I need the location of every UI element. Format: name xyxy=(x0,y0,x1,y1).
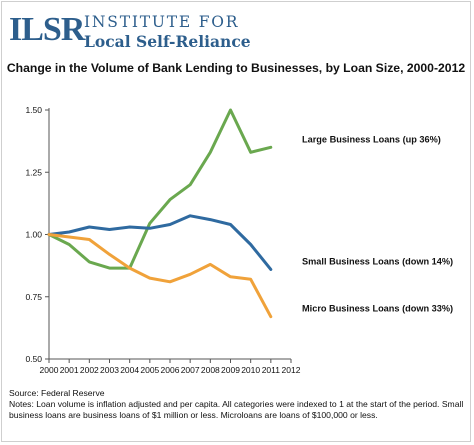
x-tick-label: 2002 xyxy=(80,365,99,375)
series-label-2: Small Business Loans (down 14%) xyxy=(302,256,453,266)
series-line-2 xyxy=(47,214,273,271)
x-tick-label: 2008 xyxy=(201,365,220,375)
x-tick-label: 2005 xyxy=(140,365,159,375)
x-tick-label: 2012 xyxy=(282,365,301,375)
series-label-1: Large Business Loans (up 36%) xyxy=(302,134,441,144)
y-tick-label: 1.00 xyxy=(25,230,42,240)
notes-line-1: Notes: Loan volume is inflation adjusted… xyxy=(9,399,464,409)
y-tick-label: 1.50 xyxy=(25,105,42,115)
x-tick-label: 2003 xyxy=(100,365,119,375)
x-tick-label: 2011 xyxy=(262,365,281,375)
series-line-1 xyxy=(47,108,273,270)
y-tick-label: 0.75 xyxy=(25,292,42,302)
chart-notes: Source: Federal Reserve Notes: Loan volu… xyxy=(9,388,469,421)
x-tick-label: 2004 xyxy=(120,365,139,375)
x-tick-label: 2006 xyxy=(161,365,180,375)
source-note: Source: Federal Reserve xyxy=(9,388,105,398)
org-name: INSTITUTE FOR Local Self-Reliance xyxy=(84,12,251,52)
y-tick-label: 1.25 xyxy=(25,167,42,177)
ilsr-logo: ILSR xyxy=(9,11,85,48)
series-line-3 xyxy=(47,233,273,319)
y-tick-label: 0.50 xyxy=(25,354,42,364)
chart-title: Change in the Volume of Bank Lending to … xyxy=(6,61,466,75)
x-tick-label: 2007 xyxy=(181,365,200,375)
x-tick-label: 2009 xyxy=(221,365,240,375)
org-name-line1: INSTITUTE FOR xyxy=(84,13,240,31)
org-name-line2: Local Self-Reliance xyxy=(84,32,251,51)
series-label-3: Micro Business Loans (down 33%) xyxy=(302,304,453,314)
x-tick-label: 2010 xyxy=(241,365,260,375)
notes-line-2: business loans are business loans of $1 … xyxy=(9,410,378,420)
x-tick-label: 2000 xyxy=(40,365,59,375)
x-tick-label: 2001 xyxy=(60,365,79,375)
